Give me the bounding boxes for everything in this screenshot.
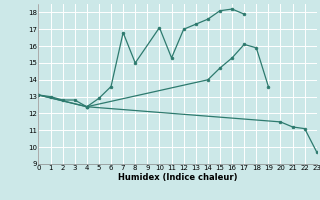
X-axis label: Humidex (Indice chaleur): Humidex (Indice chaleur) [118, 173, 237, 182]
